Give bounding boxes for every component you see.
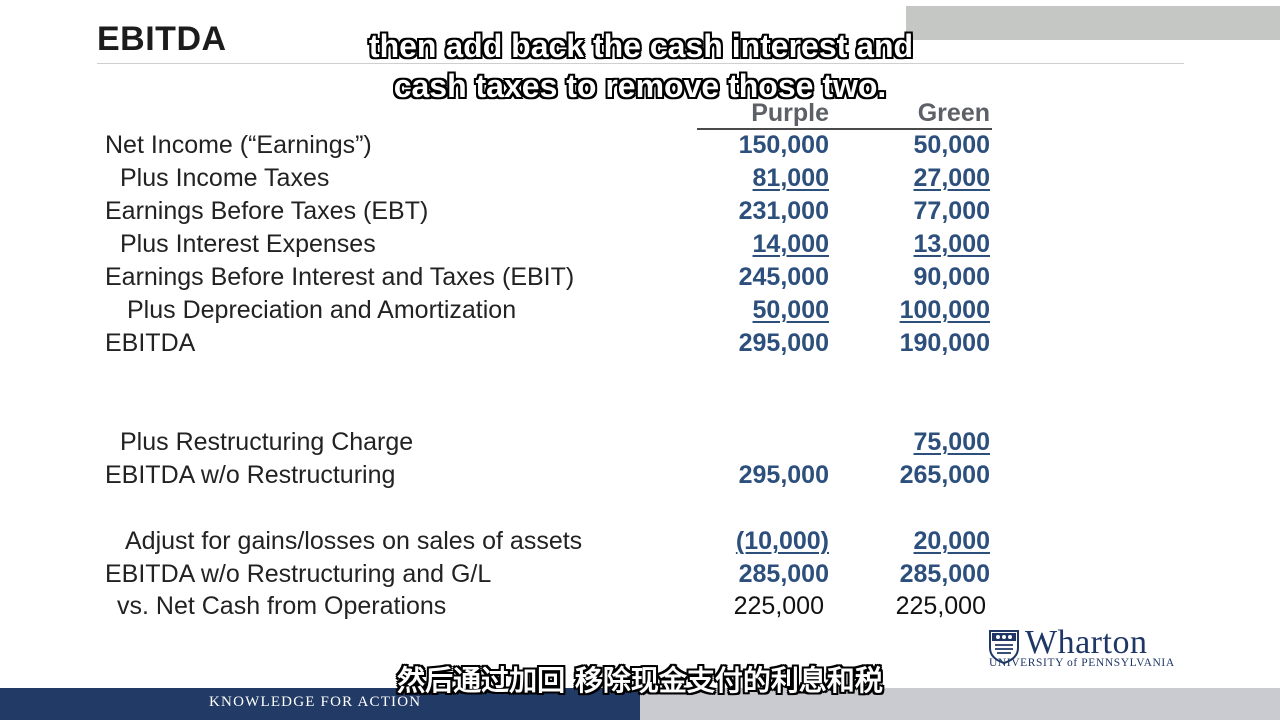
green-value: 13,000 (913, 230, 990, 258)
purple-value: 225,000 (733, 592, 824, 620)
green-value: 50,000 (913, 131, 990, 159)
footer-tagline: KNOWLEDGE FOR ACTION (209, 694, 422, 710)
title-divider (97, 63, 1184, 64)
row-label: Net Income (“Earnings”) (105, 131, 372, 159)
table-row-interest-expenses: Plus Interest Expenses 14,000 13,000 (0, 230, 1280, 260)
wharton-university-line: UNIVERSITY of PENNSYLVANIA (989, 657, 1175, 669)
table-row-ebitda-wo-restructuring-gl: EBITDA w/o Restructuring and G/L 285,000… (0, 560, 1280, 590)
row-label: Plus Interest Expenses (120, 230, 376, 258)
footer-navy-band (0, 688, 640, 720)
subtitle-english-line-1: then add back the cash interest and (368, 28, 914, 64)
table-row-income-taxes: Plus Income Taxes 81,000 27,000 (0, 164, 1280, 194)
green-value: 75,000 (913, 428, 990, 456)
purple-value: 285,000 (738, 560, 829, 588)
table-row-ebt: Earnings Before Taxes (EBT) 231,000 77,0… (0, 197, 1280, 227)
green-value: 225,000 (895, 592, 986, 620)
green-value: 100,000 (899, 296, 990, 324)
row-label: Earnings Before Interest and Taxes (EBIT… (105, 263, 575, 291)
row-label: EBITDA (105, 329, 196, 357)
green-value: 265,000 (899, 461, 990, 489)
header-accent-bar (906, 6, 1280, 40)
subtitle-english-line-2: cash taxes to remove those two. (393, 68, 887, 104)
row-label: vs. Net Cash from Operations (117, 592, 447, 620)
table-row-net-income: Net Income (“Earnings”) 150,000 50,000 (0, 131, 1280, 161)
column-header-green: Green (917, 99, 990, 127)
table-row-ebit: Earnings Before Interest and Taxes (EBIT… (0, 263, 1280, 293)
wharton-logo: Wharton UNIVERSITY of PENNSYLVANIA (989, 624, 1189, 672)
table-row-ebitda-wo-restructuring: EBITDA w/o Restructuring 295,000 265,000 (0, 461, 1280, 491)
row-label: Plus Depreciation and Amortization (127, 296, 517, 324)
wharton-wordmark: Wharton (1025, 624, 1148, 661)
row-label: Plus Income Taxes (120, 164, 330, 192)
purple-value: 81,000 (752, 164, 829, 192)
green-value: 77,000 (913, 197, 990, 225)
footer-gray-band (640, 688, 1280, 720)
green-value: 285,000 (899, 560, 990, 588)
slide-title: EBITDA (97, 20, 227, 58)
purple-value: 245,000 (738, 263, 829, 291)
purple-value: 150,000 (738, 131, 829, 159)
table-row-depreciation: Plus Depreciation and Amortization 50,00… (0, 296, 1280, 326)
row-label: Plus Restructuring Charge (120, 428, 414, 456)
table-row-ebitda: EBITDA 295,000 190,000 (0, 329, 1280, 359)
row-label: Adjust for gains/losses on sales of asse… (125, 527, 583, 555)
purple-value: 14,000 (752, 230, 829, 258)
header-underline (697, 128, 992, 130)
purple-value: (10,000) (735, 527, 829, 555)
purple-value: 50,000 (752, 296, 829, 324)
subtitle-chinese: 然后通过加回 移除现金支付的利息和税 (397, 664, 883, 697)
green-value: 190,000 (899, 329, 990, 357)
green-value: 27,000 (913, 164, 990, 192)
column-header-purple: Purple (751, 99, 829, 127)
penn-shield-icon (989, 630, 1019, 664)
table-row-restructuring-charge: Plus Restructuring Charge 75,000 (0, 428, 1280, 458)
purple-value: 295,000 (738, 329, 829, 357)
row-label: Earnings Before Taxes (EBT) (105, 197, 429, 225)
green-value: 90,000 (913, 263, 990, 291)
purple-value: 295,000 (738, 461, 829, 489)
purple-value: 231,000 (738, 197, 829, 225)
row-label: EBITDA w/o Restructuring and G/L (105, 560, 492, 588)
table-row-net-cash-operations: vs. Net Cash from Operations 225,000 225… (0, 592, 1280, 622)
row-label: EBITDA w/o Restructuring (105, 461, 396, 489)
green-value: 20,000 (913, 527, 990, 555)
table-row-gains-losses: Adjust for gains/losses on sales of asse… (0, 527, 1280, 557)
